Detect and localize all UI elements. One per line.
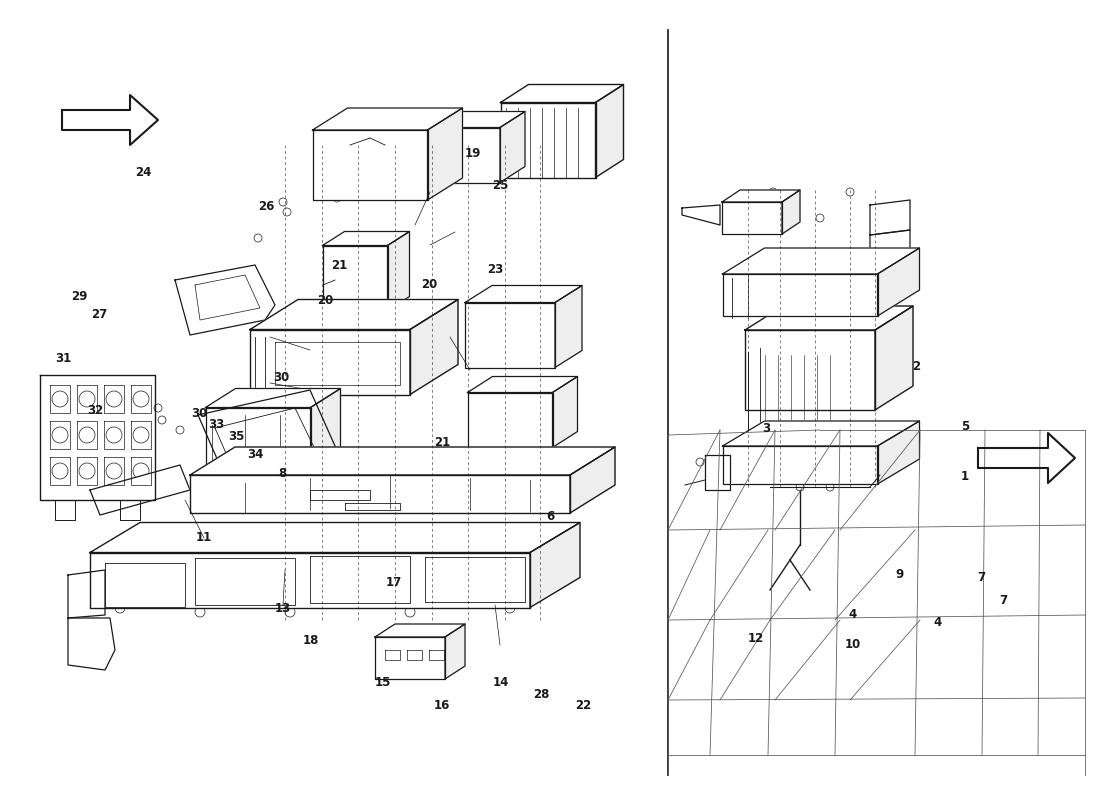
Text: 20: 20 [318, 294, 333, 306]
Polygon shape [206, 407, 310, 473]
Polygon shape [345, 503, 400, 510]
Polygon shape [723, 421, 920, 446]
Polygon shape [682, 205, 720, 225]
Text: 2: 2 [912, 360, 921, 373]
Polygon shape [322, 231, 409, 246]
Text: 6: 6 [546, 510, 554, 522]
Text: 35: 35 [229, 430, 244, 442]
Text: 9: 9 [895, 568, 904, 581]
Polygon shape [556, 286, 582, 367]
Polygon shape [530, 522, 580, 607]
Polygon shape [722, 190, 800, 202]
Polygon shape [723, 274, 878, 316]
Polygon shape [322, 246, 387, 310]
Polygon shape [62, 95, 158, 145]
Text: 27: 27 [91, 308, 107, 321]
Text: 17: 17 [386, 576, 402, 589]
Polygon shape [468, 393, 552, 447]
Text: 32: 32 [88, 404, 103, 417]
Polygon shape [206, 389, 341, 407]
Text: 11: 11 [196, 531, 211, 544]
Polygon shape [723, 446, 878, 484]
Text: 20: 20 [421, 278, 437, 290]
Polygon shape [722, 202, 782, 234]
Polygon shape [428, 108, 462, 200]
Polygon shape [870, 230, 910, 255]
Polygon shape [420, 111, 525, 127]
Polygon shape [500, 102, 595, 178]
Polygon shape [410, 299, 458, 394]
Polygon shape [878, 421, 920, 484]
Polygon shape [723, 248, 920, 274]
Text: 7: 7 [977, 571, 986, 584]
Polygon shape [310, 389, 341, 473]
Text: 5: 5 [960, 420, 969, 433]
Polygon shape [468, 377, 578, 393]
Polygon shape [312, 130, 428, 200]
Polygon shape [90, 465, 190, 515]
Text: 30: 30 [274, 371, 289, 384]
Polygon shape [375, 624, 465, 637]
Polygon shape [465, 302, 556, 367]
Text: 16: 16 [434, 699, 450, 712]
Text: 18: 18 [304, 634, 319, 646]
Text: 19: 19 [465, 147, 481, 160]
Polygon shape [978, 433, 1075, 483]
Text: 33: 33 [209, 418, 224, 431]
Text: 29: 29 [72, 290, 87, 302]
Polygon shape [250, 299, 458, 330]
Polygon shape [874, 306, 913, 410]
Text: 3: 3 [762, 422, 771, 434]
Text: 21: 21 [434, 436, 450, 449]
Text: 28: 28 [534, 688, 549, 701]
Text: 4: 4 [933, 616, 942, 629]
Text: 23: 23 [487, 263, 503, 276]
Polygon shape [375, 637, 446, 679]
Text: 31: 31 [56, 352, 72, 365]
Polygon shape [387, 231, 409, 310]
Polygon shape [90, 553, 530, 607]
Polygon shape [500, 85, 624, 102]
Text: 25: 25 [493, 179, 508, 192]
Polygon shape [500, 111, 525, 182]
Polygon shape [90, 522, 580, 553]
Polygon shape [190, 447, 615, 475]
Polygon shape [68, 618, 116, 670]
Polygon shape [446, 624, 465, 679]
Text: 24: 24 [135, 166, 151, 178]
Polygon shape [198, 390, 348, 500]
Polygon shape [870, 200, 910, 235]
Polygon shape [312, 108, 462, 130]
Polygon shape [782, 190, 800, 234]
Text: 34: 34 [248, 448, 263, 461]
Text: 22: 22 [575, 699, 591, 712]
Text: 7: 7 [999, 594, 1008, 606]
Text: 12: 12 [748, 632, 763, 645]
Text: 10: 10 [845, 638, 860, 650]
Polygon shape [175, 265, 275, 335]
Polygon shape [190, 475, 570, 513]
Text: 14: 14 [493, 676, 508, 689]
Polygon shape [40, 375, 155, 500]
Polygon shape [570, 447, 615, 513]
Polygon shape [745, 330, 874, 410]
Text: 13: 13 [275, 602, 290, 614]
Text: 15: 15 [375, 676, 390, 689]
Polygon shape [420, 127, 500, 182]
Polygon shape [68, 570, 104, 618]
Polygon shape [465, 286, 582, 302]
Polygon shape [595, 85, 624, 178]
Text: 1: 1 [960, 470, 969, 482]
Polygon shape [250, 330, 410, 394]
Text: 21: 21 [331, 259, 346, 272]
Text: 4: 4 [848, 608, 857, 621]
Polygon shape [745, 306, 913, 330]
Polygon shape [705, 455, 730, 490]
Text: 8: 8 [278, 467, 287, 480]
Text: 30: 30 [191, 407, 207, 420]
Text: 26: 26 [258, 200, 274, 213]
Polygon shape [878, 248, 920, 316]
Polygon shape [552, 377, 578, 447]
